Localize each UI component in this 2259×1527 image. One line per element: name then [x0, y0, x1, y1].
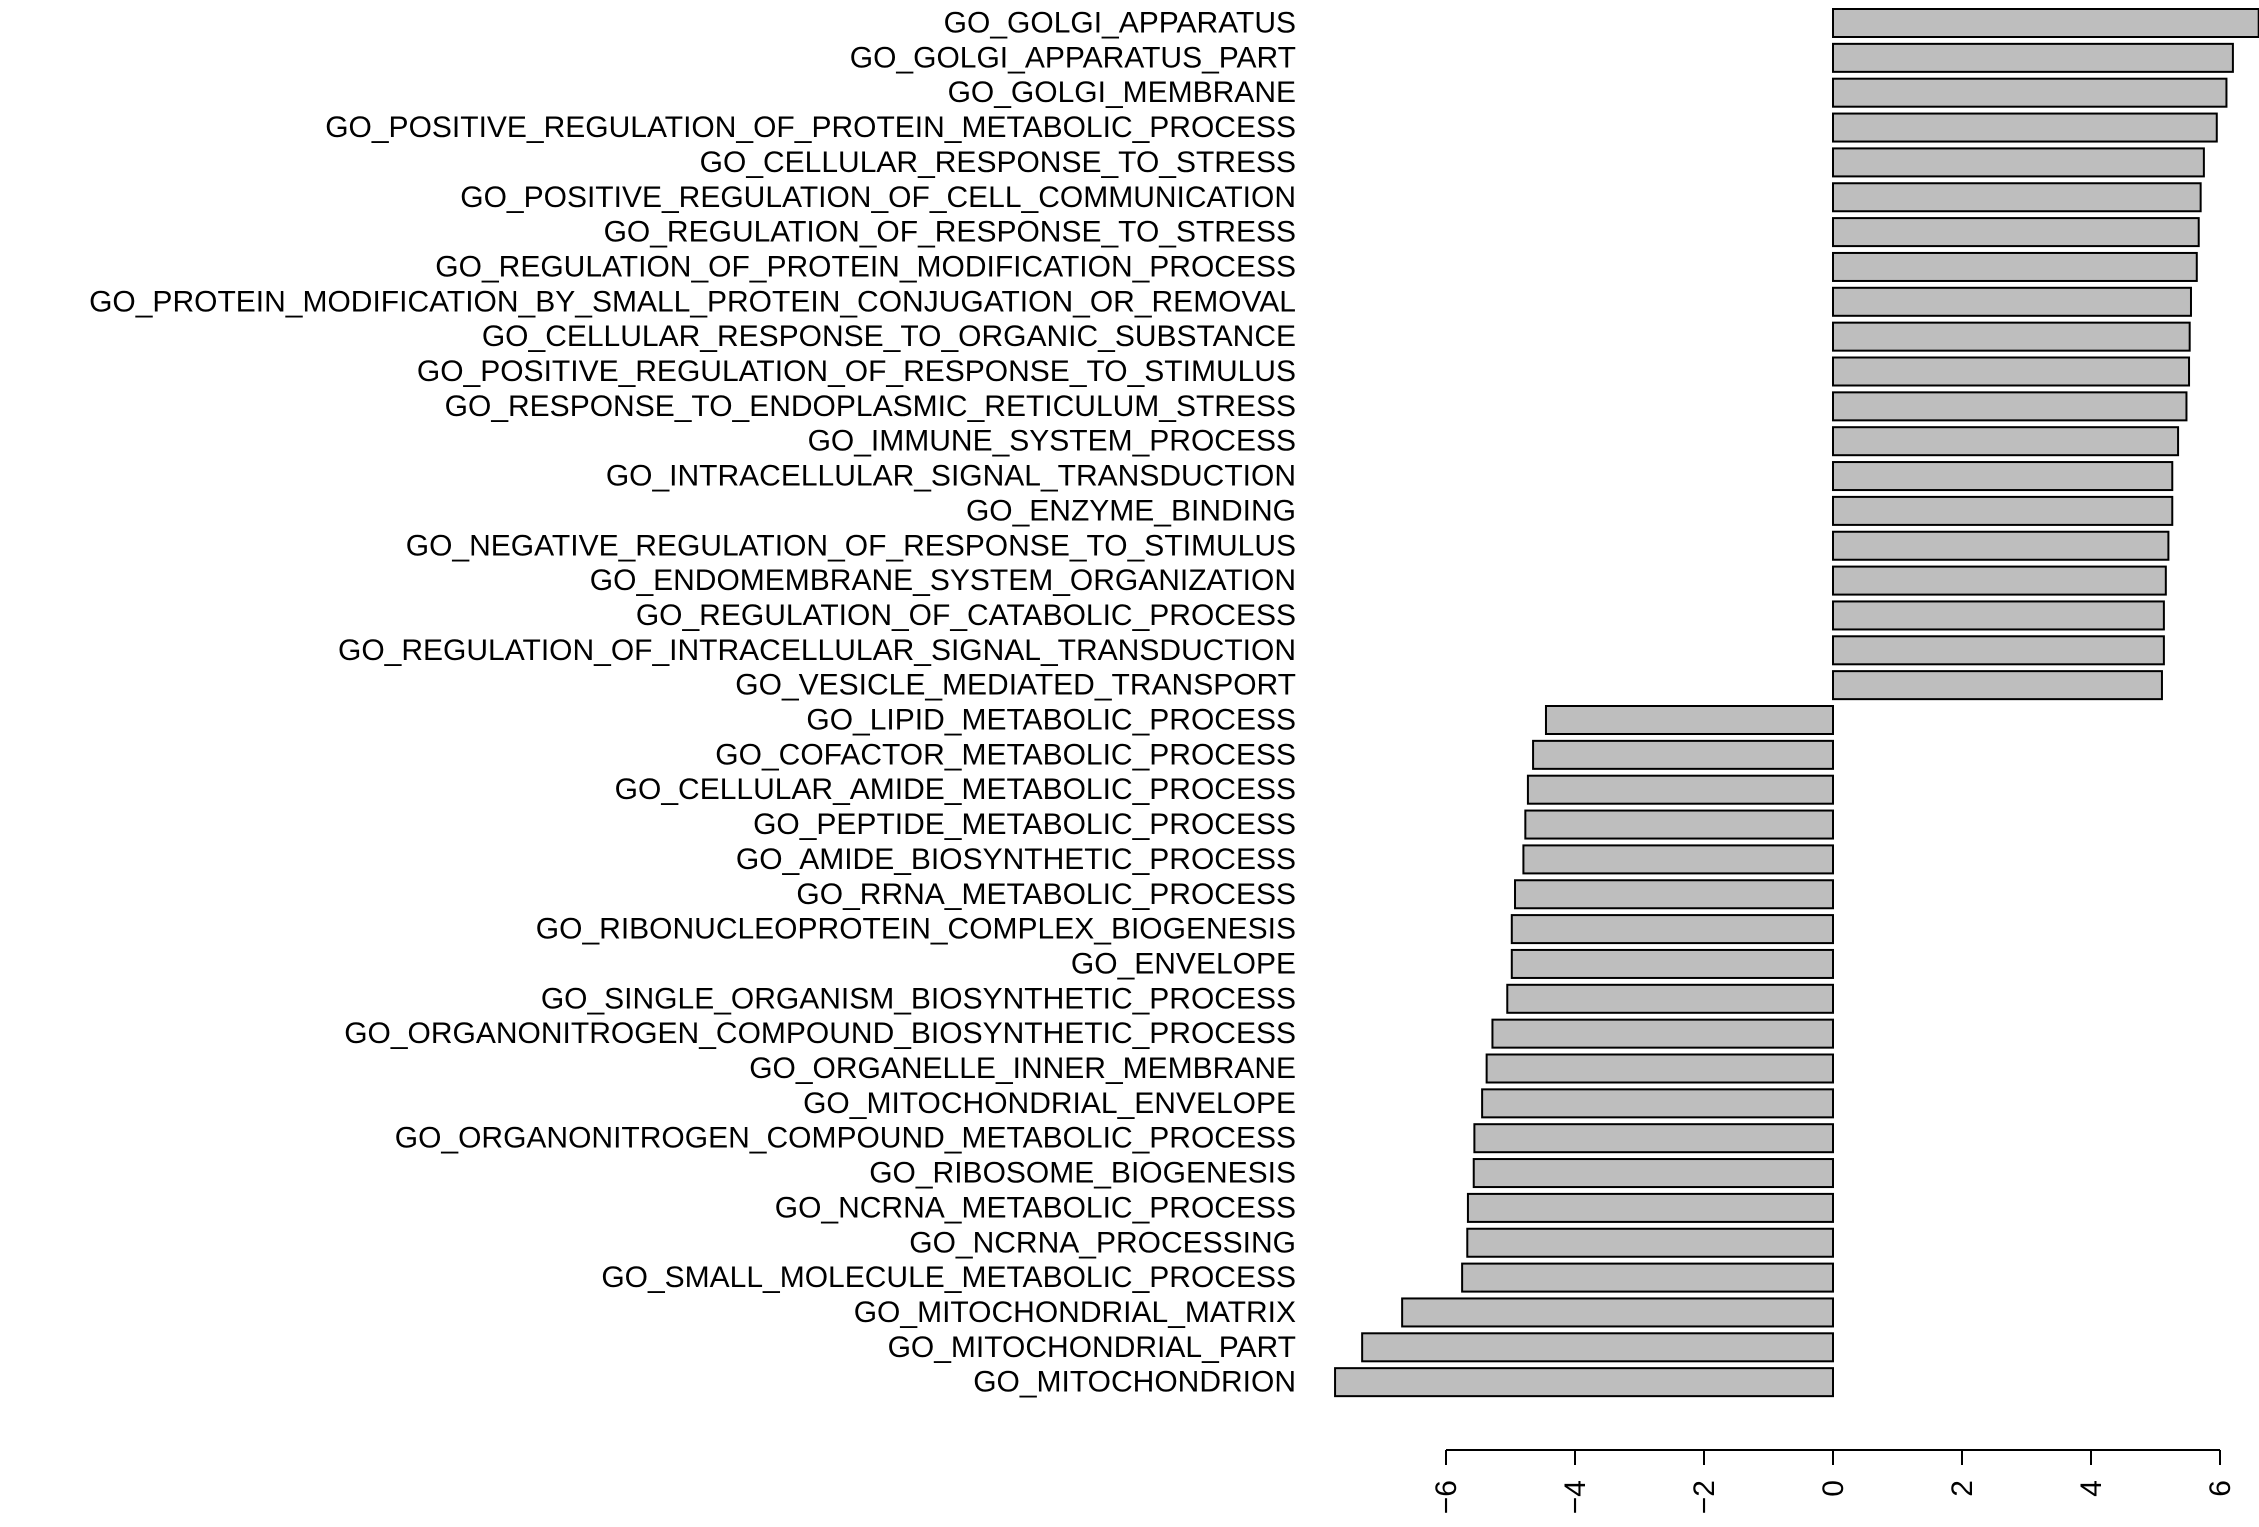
- bar: [1832, 251, 2198, 282]
- category-label: GO_ORGANONITROGEN_COMPOUND_METABOLIC_PRO…: [395, 1122, 1296, 1155]
- bar: [1524, 809, 1834, 840]
- category-label: GO_MITOCHONDRIAL_ENVELOPE: [803, 1087, 1296, 1120]
- category-label: GO_POSITIVE_REGULATION_OF_CELL_COMMUNICA…: [460, 181, 1296, 214]
- bars: [1334, 8, 2259, 1398]
- bar: [1461, 1262, 1834, 1293]
- bar: [1832, 635, 2165, 666]
- bar: [1514, 879, 1834, 910]
- category-label: GO_ENZYME_BINDING: [966, 494, 1296, 527]
- bar: [1832, 217, 2200, 248]
- bar: [1832, 77, 2228, 108]
- bar: [1832, 565, 2167, 596]
- bar: [1832, 530, 2170, 561]
- bar: [1832, 495, 2174, 526]
- category-label: GO_IMMUNE_SYSTEM_PROCESS: [808, 425, 1296, 458]
- category-label: GO_RIBOSOME_BIOGENESIS: [869, 1157, 1296, 1190]
- category-label: GO_REGULATION_OF_RESPONSE_TO_STRESS: [604, 216, 1296, 249]
- category-labels: GO_GOLGI_APPARATUSGO_GOLGI_APPARATUS_PAR…: [89, 7, 1296, 1399]
- category-label: GO_CELLULAR_RESPONSE_TO_ORGANIC_SUBSTANC…: [482, 320, 1296, 353]
- bar: [1510, 914, 1835, 945]
- bar: [1532, 739, 1834, 770]
- category-label: GO_NCRNA_PROCESSING: [909, 1226, 1296, 1259]
- category-label: GO_RRNA_METABOLIC_PROCESS: [796, 878, 1296, 911]
- category-label: GO_MITOCHONDRIAL_MATRIX: [854, 1296, 1296, 1329]
- category-label: GO_GOLGI_MEMBRANE: [948, 76, 1296, 109]
- bar: [1832, 182, 2202, 213]
- bar: [1466, 1227, 1835, 1258]
- category-label: GO_ORGANELLE_INNER_MEMBRANE: [749, 1052, 1296, 1085]
- category-label: GO_GOLGI_APPARATUS_PART: [850, 41, 1296, 74]
- category-label: GO_SINGLE_ORGANISM_BIOSYNTHETIC_PROCESS: [541, 982, 1296, 1015]
- category-label: GO_LIPID_METABOLIC_PROCESS: [806, 704, 1296, 737]
- category-label: GO_CELLULAR_RESPONSE_TO_STRESS: [700, 146, 1296, 179]
- category-label: GO_REGULATION_OF_PROTEIN_MODIFICATION_PR…: [435, 250, 1296, 283]
- bar: [1510, 948, 1835, 979]
- bar: [1832, 356, 2191, 387]
- category-label: GO_RESPONSE_TO_ENDOPLASMIC_RETICULUM_STR…: [445, 390, 1296, 423]
- category-label: GO_POSITIVE_REGULATION_OF_RESPONSE_TO_ST…: [417, 355, 1296, 388]
- category-label: GO_PEPTIDE_METABOLIC_PROCESS: [753, 808, 1296, 841]
- bar: [1832, 461, 2174, 492]
- category-label: GO_INTRACELLULAR_SIGNAL_TRANSDUCTION: [606, 460, 1296, 493]
- x-tick-label: −4: [1559, 1480, 1592, 1514]
- x-tick-label: −6: [1430, 1480, 1463, 1514]
- category-label: GO_POSITIVE_REGULATION_OF_PROTEIN_METABO…: [325, 111, 1296, 144]
- bar: [1466, 1192, 1835, 1223]
- category-label: GO_REGULATION_OF_CATABOLIC_PROCESS: [636, 599, 1296, 632]
- x-axis: −6 −4 −2 0 2 4 6: [1430, 1449, 2237, 1514]
- category-label: GO_ORGANONITROGEN_COMPOUND_BIOSYNTHETIC_…: [344, 1017, 1296, 1050]
- category-label: GO_VESICLE_MEDIATED_TRANSPORT: [735, 669, 1296, 702]
- bar: [1832, 321, 2191, 352]
- category-label: GO_MITOCHONDRIAL_PART: [888, 1331, 1296, 1364]
- x-tick-label: 2: [1946, 1480, 1979, 1497]
- bar: [1485, 1053, 1834, 1084]
- bar: [1472, 1158, 1834, 1189]
- bar: [1832, 286, 2192, 317]
- category-label: GO_COFACTOR_METABOLIC_PROCESS: [715, 738, 1296, 771]
- x-axis-ticks: −6 −4 −2 0 2 4 6: [1430, 1450, 2237, 1514]
- category-label: GO_MITOCHONDRION: [973, 1366, 1296, 1399]
- bar: [1832, 112, 2218, 143]
- bar: [1832, 8, 2259, 38]
- bar: [1544, 705, 1834, 735]
- bar: [1491, 1018, 1834, 1049]
- bar: [1473, 1123, 1834, 1154]
- x-tick-label: −2: [1688, 1480, 1721, 1514]
- x-tick-label: 0: [1817, 1480, 1850, 1497]
- bar: [1832, 426, 2180, 457]
- category-label: GO_AMIDE_BIOSYNTHETIC_PROCESS: [736, 843, 1296, 876]
- bar: [1481, 1088, 1834, 1119]
- category-label: GO_RIBONUCLEOPROTEIN_COMPLEX_BIOGENESIS: [536, 913, 1296, 946]
- category-label: GO_PROTEIN_MODIFICATION_BY_SMALL_PROTEIN…: [89, 285, 1296, 318]
- bar: [1832, 42, 2234, 73]
- bar: [1832, 147, 2205, 178]
- category-label: GO_NEGATIVE_REGULATION_OF_RESPONSE_TO_ST…: [406, 529, 1296, 562]
- bar: [1522, 844, 1835, 875]
- x-tick-label: 6: [2204, 1480, 2237, 1497]
- bar: [1401, 1297, 1834, 1328]
- bar: [1361, 1332, 1835, 1363]
- x-tick-label: 4: [2075, 1480, 2108, 1497]
- category-label: GO_ENDOMEMBRANE_SYSTEM_ORGANIZATION: [590, 564, 1296, 597]
- bar: [1526, 774, 1835, 805]
- bar: [1506, 983, 1835, 1014]
- bar: [1832, 391, 2188, 422]
- bar: [1832, 600, 2165, 631]
- category-label: GO_GOLGI_APPARATUS: [944, 7, 1296, 40]
- bar: [1832, 670, 2163, 701]
- category-label: GO_ENVELOPE: [1071, 947, 1296, 980]
- category-label: GO_CELLULAR_AMIDE_METABOLIC_PROCESS: [615, 773, 1296, 806]
- category-label: GO_SMALL_MOLECULE_METABOLIC_PROCESS: [601, 1261, 1296, 1294]
- bar: [1334, 1367, 1835, 1398]
- category-label: GO_NCRNA_METABOLIC_PROCESS: [775, 1191, 1296, 1224]
- category-label: GO_REGULATION_OF_INTRACELLULAR_SIGNAL_TR…: [338, 634, 1296, 667]
